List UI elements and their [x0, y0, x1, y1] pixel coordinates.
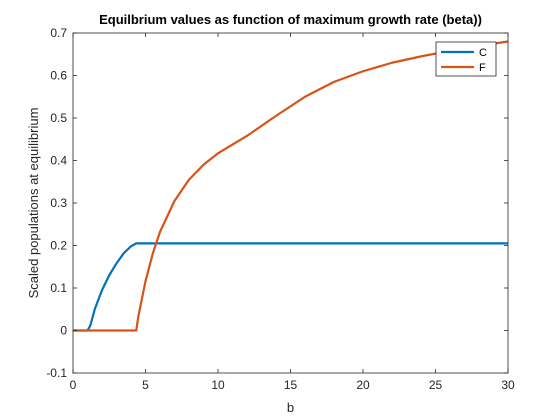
y-tick-label: 0.2 [50, 239, 67, 253]
series-line-f [73, 40, 509, 332]
legend-label-f: F [479, 62, 486, 74]
y-tick-label: 0.5 [50, 111, 67, 125]
y-tick-label: 0.1 [50, 281, 67, 295]
x-tick-label: 0 [70, 378, 77, 392]
y-tick-label: 0.7 [50, 26, 67, 40]
x-tick-label: 20 [356, 378, 370, 392]
x-tick-label: 15 [284, 378, 298, 392]
y-tick-label: 0.4 [50, 154, 67, 168]
y-tick-label: 0 [60, 324, 67, 338]
x-tick-label: 30 [501, 378, 515, 392]
x-tick-label: 25 [429, 378, 443, 392]
legend-box [435, 41, 497, 77]
chart-title: Equilbrium values as function of maximum… [99, 12, 482, 27]
y-tick-label: 0.6 [50, 69, 67, 83]
x-axis-label: b [287, 400, 294, 415]
legend-label-c: C [479, 47, 487, 59]
series-line-c [73, 242, 508, 332]
plot-area [73, 33, 508, 373]
y-axis-label: Scaled populations at equilibrium [26, 108, 41, 299]
x-tick-label: 10 [211, 378, 225, 392]
y-tick-label: -0.1 [46, 366, 67, 380]
x-tick-label: 5 [142, 378, 149, 392]
legend: CF [435, 41, 497, 77]
y-tick-label: 0.3 [50, 196, 67, 210]
